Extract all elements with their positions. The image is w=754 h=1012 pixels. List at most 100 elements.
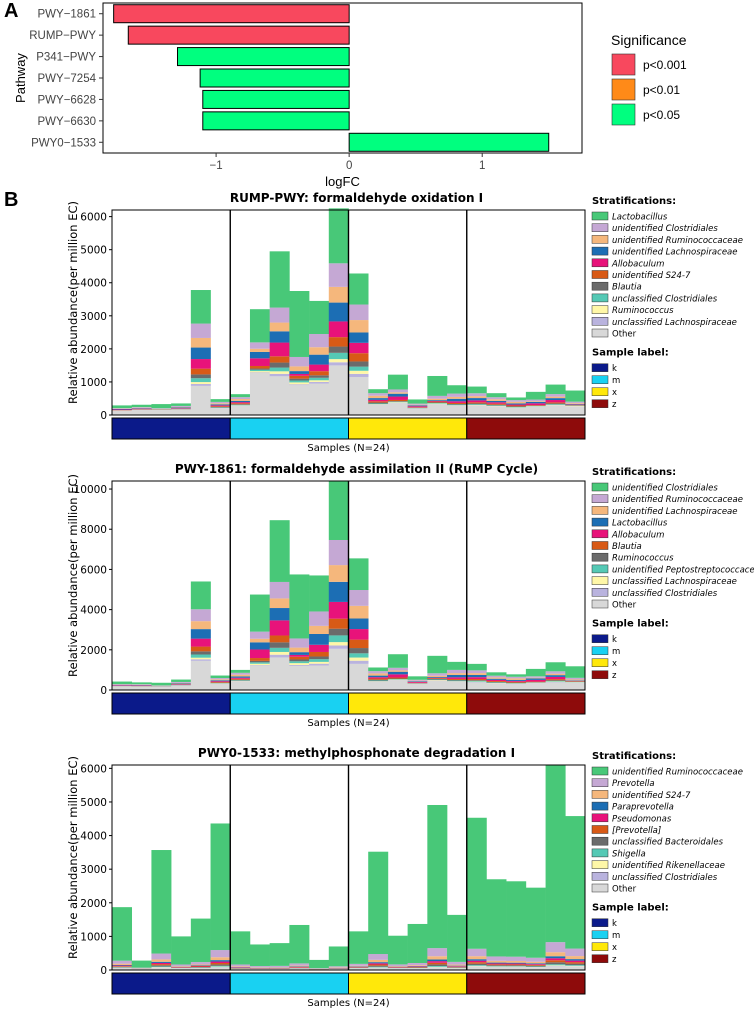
bar-segment	[387, 389, 408, 393]
legend-swatch	[591, 529, 609, 539]
bar-segment-other	[486, 966, 507, 970]
bar-segment	[486, 679, 507, 681]
bar-segment	[230, 931, 251, 965]
legend-label: unidentified S24-7	[612, 791, 691, 801]
bar-segment	[427, 401, 448, 402]
legend-swatch	[591, 246, 609, 256]
bar-segment	[289, 366, 310, 372]
legend-title: Significance	[611, 32, 687, 48]
bar-segment	[249, 368, 270, 370]
bar-segment-other	[407, 408, 428, 415]
bar-segment	[387, 392, 408, 394]
bar-segment	[506, 674, 527, 677]
bar-segment	[112, 963, 133, 965]
bar-segment	[210, 406, 231, 407]
bar-segment	[466, 398, 487, 401]
bar-segment	[328, 346, 349, 353]
bar-segment	[387, 401, 408, 403]
y-tick-label: PWY0−1533	[31, 137, 96, 149]
bar-3	[199, 68, 350, 88]
y-tick-label: 4000	[80, 278, 107, 290]
bar-segment	[506, 676, 527, 679]
bar-segment	[466, 673, 487, 675]
bar-segment	[368, 677, 389, 679]
bar-segment	[190, 657, 211, 660]
legend-label: p<0.05	[643, 108, 680, 122]
bar-segment	[249, 658, 270, 661]
bar-segment	[249, 663, 270, 666]
bar-segment	[151, 408, 172, 409]
bar-segment	[368, 671, 389, 674]
bar-segment	[368, 402, 389, 404]
bar-segment	[289, 380, 310, 383]
bar-segment	[249, 342, 270, 349]
bar-segment	[466, 400, 487, 403]
bar-segment	[348, 558, 369, 591]
y-tick-label: 3000	[80, 864, 107, 876]
bar-segment-other	[427, 967, 448, 970]
bar-segment	[506, 404, 527, 406]
bar-segment-other	[506, 966, 527, 970]
bar-segment	[427, 375, 448, 396]
x-axis-title: Samples (N=24)	[307, 998, 389, 1009]
legend-label: unidentified S24-7	[612, 271, 691, 281]
bar-segment	[486, 672, 507, 676]
legend-swatch	[591, 599, 609, 609]
bar-segment	[545, 942, 566, 953]
legend-swatch	[591, 872, 609, 881]
y-tick-label: 5000	[80, 797, 107, 809]
sample-label: x	[612, 943, 617, 953]
stacked-bar-charts: RUMP-PWY: formaldehyde oxidation I 0 1000 2…	[66, 191, 754, 1009]
bar-segment	[545, 676, 566, 680]
bar-segment	[368, 954, 389, 960]
bar-segment	[525, 681, 546, 683]
legend-swatch	[591, 317, 609, 326]
bar-segment	[131, 960, 152, 968]
bar-segment	[427, 673, 448, 676]
bar-segment	[328, 601, 349, 619]
legend-label: Ruminococcus	[612, 306, 674, 316]
bar-segment	[506, 965, 527, 967]
bar-segment	[486, 393, 507, 398]
bar-segment	[289, 965, 310, 967]
logfc-bar-chart: PWY−1861 RUMP−PWY P341−PWY PWY−7254 PWY−6628…	[13, 2, 687, 189]
bar-segment	[151, 404, 172, 409]
stratifications-title: Stratifications:	[592, 196, 676, 207]
bar-segment	[151, 965, 172, 967]
bar-segment	[348, 320, 369, 333]
bar-segment	[447, 965, 468, 967]
bar-segment	[486, 680, 507, 682]
bar-segment	[447, 393, 468, 397]
bar-segment	[210, 403, 231, 405]
bar-segment	[289, 291, 310, 357]
bar-segment-other	[348, 968, 369, 970]
bar-segment-other	[565, 406, 586, 415]
bar-segment	[387, 374, 408, 390]
bar-segment	[171, 408, 192, 409]
bar-segment	[525, 401, 546, 402]
bar-segment	[309, 633, 330, 645]
bar-segment	[328, 286, 349, 303]
bar-segment	[525, 403, 546, 406]
bar-segment	[269, 322, 290, 332]
bar-segment	[249, 358, 270, 366]
bar-segment	[466, 670, 487, 674]
sample-label-swatch	[591, 670, 609, 679]
bar-segment	[387, 396, 408, 400]
bar-segment	[525, 957, 546, 962]
bar-segment	[309, 959, 330, 969]
sample-label-title: Sample label:	[592, 619, 669, 630]
bar-segment	[545, 403, 566, 405]
bar-segment-other	[131, 686, 152, 690]
bar-segment	[269, 342, 290, 357]
bar-segment	[328, 321, 349, 338]
bar-segment	[230, 674, 251, 677]
y-axis-title: Relative abundance(per million EC)	[66, 201, 80, 404]
bar-segment	[466, 386, 487, 394]
bar-segment	[348, 657, 369, 661]
bar-segment	[565, 390, 586, 402]
x-tick-label: 1	[479, 160, 485, 172]
y-axis-title: Relative abundance(per million EC)	[66, 474, 80, 677]
bar-segment-other	[190, 660, 211, 690]
bar-segment	[309, 354, 330, 365]
